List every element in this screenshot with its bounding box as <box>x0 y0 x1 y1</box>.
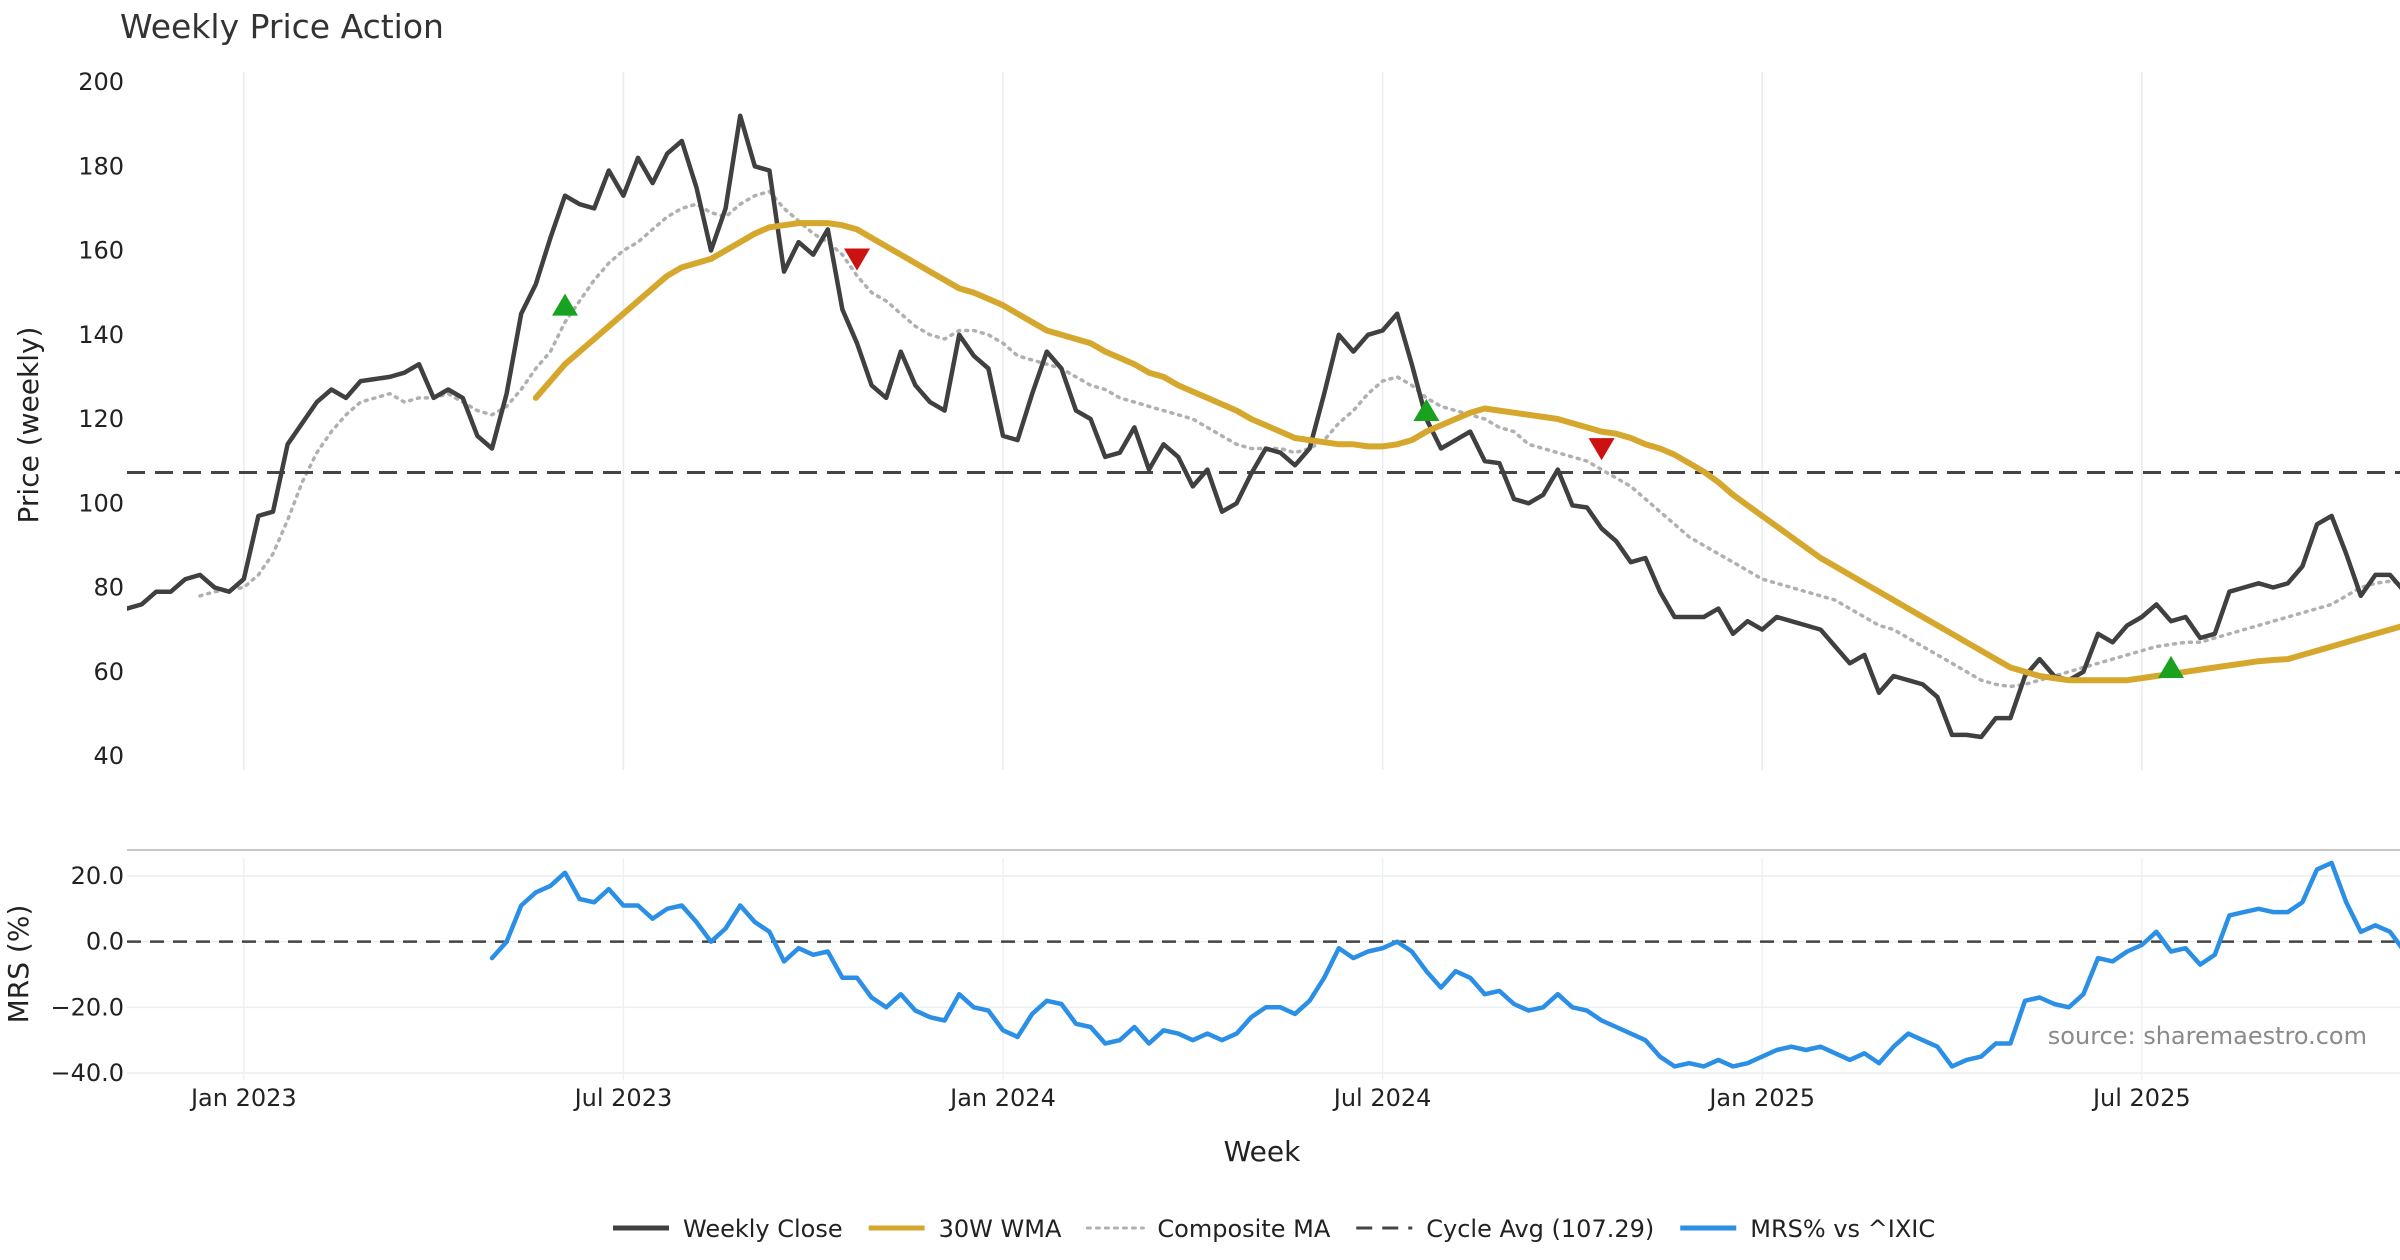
legend-item-composite-ma: Composite MA <box>1085 1215 1331 1243</box>
x-tick-label: Jan 2025 <box>1707 1084 1815 1112</box>
price-y-tick-label: 200 <box>78 68 124 96</box>
legend-label: Cycle Avg (107.29) <box>1426 1215 1654 1243</box>
price-y-tick-label: 40 <box>93 742 124 770</box>
legend-label: MRS% vs ^IXIC <box>1750 1215 1935 1243</box>
buy-signal-marker <box>2158 655 2184 678</box>
x-tick-label: Jul 2024 <box>1332 1084 1432 1112</box>
buy-signal-marker <box>1413 398 1440 421</box>
source-label: source: sharemaestro.com <box>2048 1022 2367 1050</box>
x-tick-label: Jul 2023 <box>573 1084 673 1112</box>
price-y-tick-label: 180 <box>78 152 124 180</box>
price-y-tick-label: 100 <box>78 489 124 517</box>
price-plot-area <box>127 113 2400 740</box>
price-y-axis: 40 60 80 100 120 140 160 180 200 <box>78 68 124 770</box>
price-y-tick-label: 160 <box>78 237 124 265</box>
legend-label: Composite MA <box>1157 1215 1330 1243</box>
legend-label: 30W WMA <box>939 1215 1062 1243</box>
x-axis: Jan 2023 Jul 2023 Jan 2024 Jul 2024 Jan 2025… <box>189 1084 2191 1112</box>
mrs-y-tick-label: −40.0 <box>50 1059 124 1087</box>
sell-signal-marker <box>844 248 870 271</box>
x-tick-label: Jul 2025 <box>2091 1084 2191 1112</box>
buy-signal-marker <box>552 293 578 316</box>
mrs-line <box>489 860 2400 1069</box>
mrs-y-axis-label: MRS (%) <box>2 905 35 1024</box>
price-gridlines <box>243 72 2143 770</box>
sell-signal-marker <box>1588 438 1615 461</box>
mrs-y-tick-label: 20.0 <box>71 862 124 890</box>
legend-item-weekly-close: Weekly Close <box>613 1215 843 1243</box>
price-y-axis-label: Price (weekly) <box>12 327 45 524</box>
legend: Weekly Close 30W WMA Composite MA Cycle Avg… <box>613 1215 1935 1243</box>
price-y-tick-label: 80 <box>93 574 124 602</box>
price-y-tick-label: 140 <box>78 321 124 349</box>
legend-item-mrs-vs-ixic: MRS% vs ^IXIC <box>1680 1215 1935 1243</box>
price-y-tick-label: 60 <box>93 658 124 686</box>
legend-label: Weekly Close <box>683 1215 843 1243</box>
mrs-y-tick-label: 0.0 <box>86 928 124 956</box>
price-y-tick-label: 120 <box>78 405 124 433</box>
x-axis-label: Week <box>1224 1135 1301 1168</box>
legend-item-30w-wma: 30W WMA <box>868 1215 1062 1243</box>
weekly-close-line <box>127 113 2400 740</box>
legend-item-cycle-avg-107-29: Cycle Avg (107.29) <box>1356 1215 1654 1243</box>
x-tick-label: Jan 2024 <box>948 1084 1056 1112</box>
mrs-y-axis: −40.0 −20.0 0.0 20.0 <box>50 862 124 1087</box>
mrs-y-tick-label: −20.0 <box>50 993 124 1021</box>
chart-title: Weekly Price Action <box>120 7 444 46</box>
wma-30w-line <box>532 220 2400 684</box>
x-tick-label: Jan 2023 <box>189 1084 297 1112</box>
mrs-plot-area <box>127 860 2400 1069</box>
